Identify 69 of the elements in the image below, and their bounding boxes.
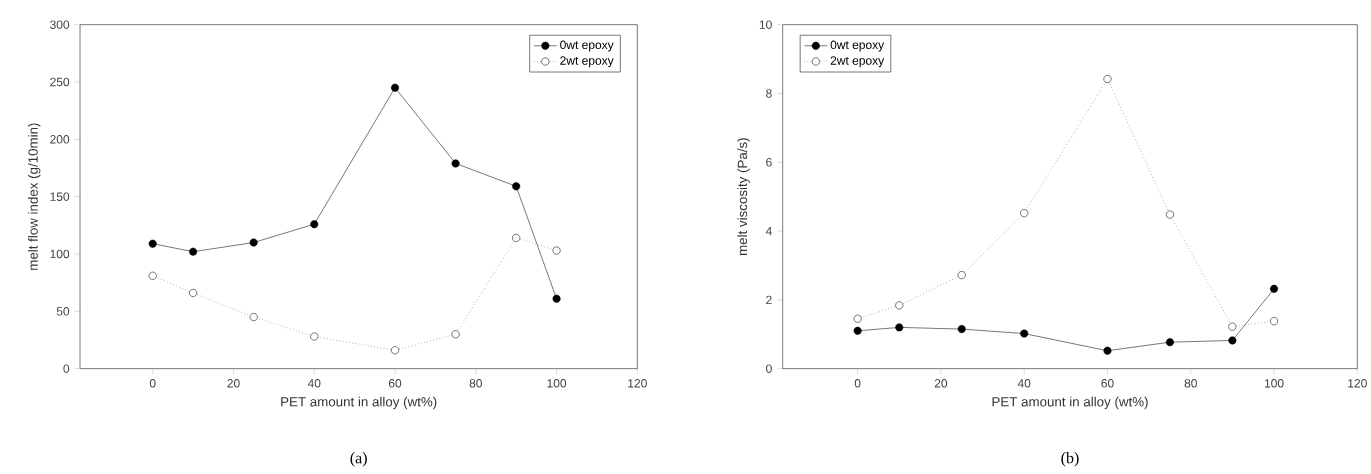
y-tick-label: 100 (50, 249, 70, 259)
x-tick-label: 120 (628, 379, 647, 388)
point (1165, 210, 1174, 219)
point (310, 220, 319, 229)
y-tick-label: 4 (765, 226, 772, 236)
y-tick-label: 0 (63, 364, 70, 373)
x-tick-label: 80 (469, 379, 483, 388)
y-tick-label: 150 (50, 192, 70, 201)
y-tick-label: 50 (56, 307, 70, 316)
point (1020, 329, 1029, 338)
legend-label: 0wt epoxy (830, 40, 885, 52)
x-tick-label: 100 (547, 379, 567, 388)
point (1165, 338, 1174, 347)
point (451, 330, 460, 339)
y-tick-label: 6 (766, 158, 772, 167)
point (249, 313, 258, 322)
x-tick-label: 80 (1184, 379, 1197, 388)
x-tick-label: 20 (227, 379, 240, 388)
x-tick-label: 100 (1264, 379, 1284, 388)
y-axis-title: melt viscosity (Pa/s) (737, 138, 750, 256)
point (853, 326, 862, 335)
legend-label: 2wt epoxy (560, 56, 614, 68)
point (148, 239, 157, 248)
x-tick-label: 40 (307, 379, 321, 388)
point (249, 238, 258, 247)
y-axis-title: melt flow index (g/10min) (28, 123, 41, 270)
point (1103, 346, 1112, 355)
text: (b) (1061, 452, 1079, 467)
point (391, 83, 400, 92)
point (1020, 209, 1029, 218)
point (895, 301, 904, 310)
legend-label: 0wt epoxy (560, 40, 614, 52)
y-tick-label: 2 (766, 295, 772, 305)
text: (a) (350, 452, 367, 467)
point (1270, 284, 1279, 293)
y-tick-label: 10 (759, 20, 772, 29)
legend-label: 2wt epoxy (830, 56, 885, 68)
x-tick-label: 0 (854, 379, 861, 388)
x-axis-title: PET amount in alloy (wt%) (281, 396, 437, 410)
y-tick-label: 8 (766, 89, 772, 98)
point (148, 271, 157, 280)
y-tick-label: 300 (50, 20, 70, 29)
point (451, 159, 460, 168)
point (1270, 317, 1279, 326)
x-tick-label: 60 (388, 379, 402, 388)
point (895, 323, 904, 332)
point (512, 233, 521, 242)
point (1228, 322, 1237, 331)
point (189, 247, 198, 256)
point (391, 346, 400, 355)
x-tick-label: 20 (934, 379, 948, 388)
point (1228, 336, 1237, 345)
x-tick-label: 60 (1101, 379, 1114, 388)
x-axis-title: PET amount in alloy (wt%) (992, 396, 1148, 410)
y-tick-label: 250 (50, 77, 70, 87)
point (552, 246, 561, 255)
x-tick-label: 40 (1017, 379, 1031, 388)
y-tick-label: 200 (50, 135, 70, 144)
x-tick-label: 120 (1348, 379, 1367, 388)
point (1103, 75, 1112, 84)
point (552, 294, 561, 303)
point (853, 314, 862, 323)
point (957, 271, 966, 280)
y-tick-label: 0 (766, 364, 772, 373)
point (310, 332, 319, 341)
point (512, 182, 521, 191)
x-tick-label: 0 (149, 379, 156, 388)
point (957, 325, 966, 334)
point (189, 288, 198, 297)
